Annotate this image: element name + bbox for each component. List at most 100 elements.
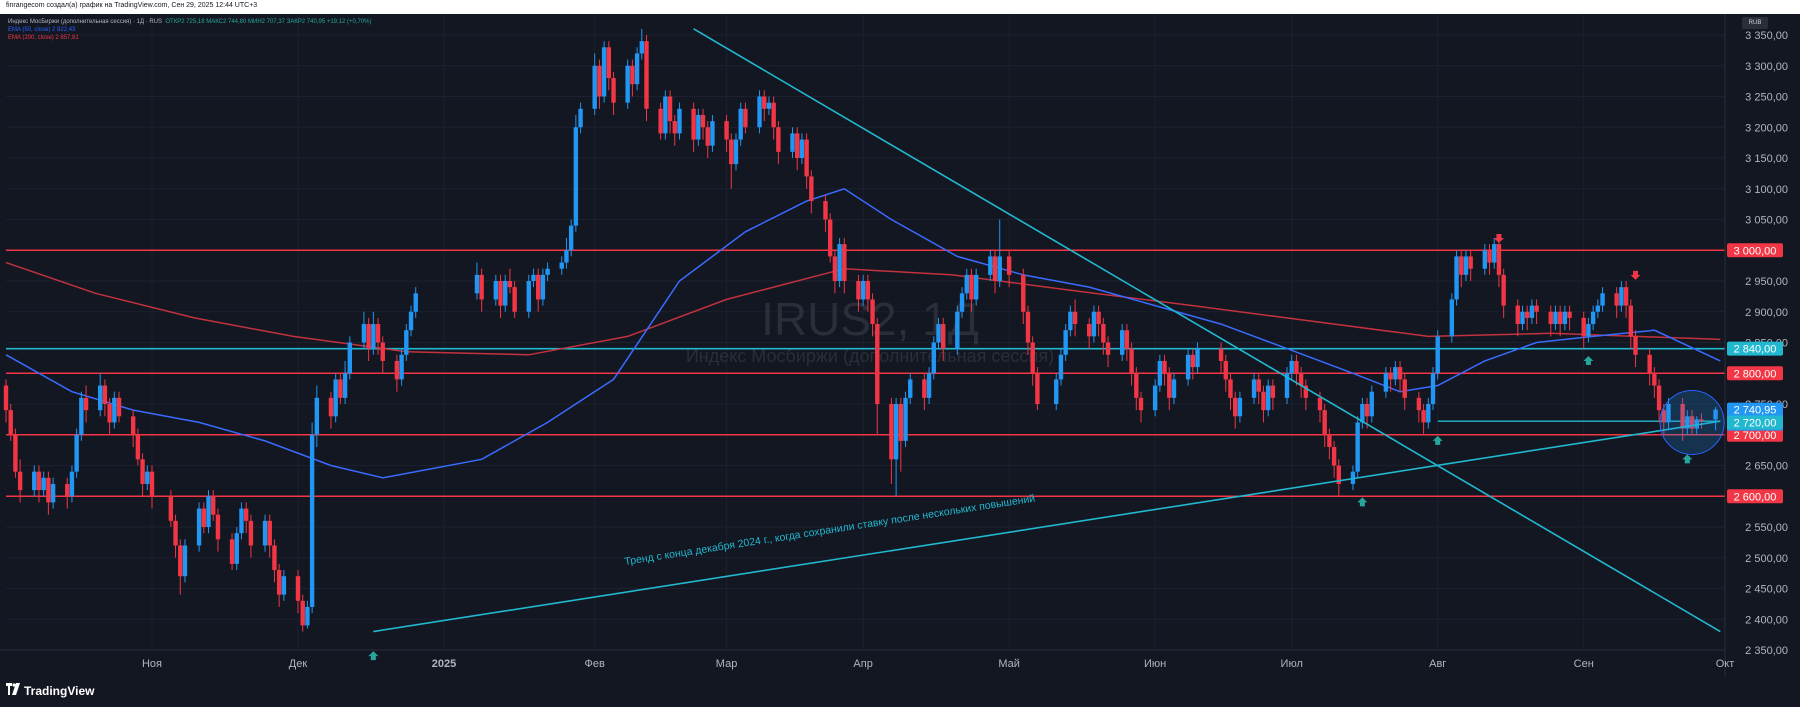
candle-up — [1237, 397, 1243, 417]
candle-down — [1303, 385, 1309, 398]
candle-down — [691, 108, 696, 140]
candle-down — [65, 483, 70, 497]
candle-up — [74, 434, 79, 472]
candle-up — [677, 108, 682, 134]
level-price-tag: 2 840,00 — [1734, 344, 1777, 356]
candle-up — [696, 114, 701, 140]
candle-up — [1383, 373, 1389, 392]
candle-down — [667, 96, 673, 122]
candle-down — [672, 121, 677, 134]
candle-up — [860, 281, 866, 300]
candle-up — [262, 520, 268, 546]
candle-down — [827, 219, 833, 257]
level-price-tag-bg — [1727, 366, 1783, 381]
y-tick-label: 3 050,00 — [1745, 215, 1788, 227]
buy-arrow-icon — [1432, 435, 1443, 445]
candle-down — [178, 545, 183, 577]
y-tick-label: 2 900,00 — [1745, 307, 1788, 319]
candle-down — [295, 576, 301, 601]
candle-up — [1562, 311, 1568, 325]
candle-down — [1124, 330, 1130, 349]
candle-up — [1355, 422, 1360, 472]
candle-down — [1416, 397, 1422, 411]
snapshot-caption: finrangecom создал(а) график на TradingV… — [6, 2, 258, 9]
candle-down — [1336, 465, 1342, 484]
candle-down — [1035, 373, 1040, 404]
candle-up — [1063, 330, 1068, 355]
candle-up — [1590, 311, 1596, 325]
x-tick-label: Дек — [289, 658, 308, 670]
candle-down — [116, 397, 122, 417]
candle-down — [107, 404, 112, 423]
buy-arrow-icon — [1357, 497, 1368, 507]
candle-down — [842, 244, 847, 281]
candle-down — [13, 434, 18, 472]
candle-down — [875, 324, 880, 404]
level-price-tag-bg — [1727, 427, 1783, 442]
candle-up — [1553, 311, 1558, 325]
candle-up — [903, 397, 908, 441]
currency-button[interactable]: RUB — [1742, 17, 1768, 29]
candle-down — [611, 78, 616, 103]
candle-up — [710, 121, 715, 146]
price-chart[interactable]: IRUS2, 1Д Индекс Мосбиржи (дополнительна… — [0, 0, 1800, 677]
legend-ema200[interactable]: EMA (200, close) 2 857,81 — [8, 35, 79, 41]
candle-down — [83, 397, 89, 411]
candle-up — [1091, 311, 1097, 337]
candle-up — [1435, 336, 1440, 374]
candle-down — [1652, 373, 1657, 386]
candle-down — [507, 281, 513, 288]
candle-down — [922, 379, 927, 398]
candle-up — [69, 471, 75, 497]
candle-down — [366, 324, 371, 349]
highlight-circle — [1659, 389, 1725, 455]
buy-arrow-icon — [368, 651, 379, 661]
x-tick-label: Окт — [1716, 658, 1735, 670]
ema50-line — [5, 187, 1721, 479]
candle-down — [865, 281, 871, 300]
candle-up — [413, 293, 418, 312]
candle-down — [498, 281, 503, 306]
buy-arrow-icon — [1682, 454, 1693, 464]
candle-up — [347, 342, 352, 374]
price-tag: 2 740,95 — [1734, 405, 1777, 417]
candle-down — [889, 404, 894, 460]
candle-up — [908, 379, 913, 398]
candle-up — [531, 274, 536, 281]
candle-up — [526, 281, 531, 312]
candle-down — [149, 471, 155, 497]
x-tick-label: Июл — [1281, 658, 1303, 670]
candle-up — [371, 324, 376, 349]
candle-up — [182, 545, 188, 577]
candle-up — [1360, 404, 1365, 423]
candle-down — [276, 570, 282, 595]
candle-down — [1190, 354, 1196, 368]
candle-up — [1058, 354, 1064, 380]
candle-up — [799, 139, 805, 158]
candle-up — [926, 373, 932, 398]
candle-down — [870, 299, 875, 325]
legend-ema50[interactable]: EMA (50, close) 2 822,43 — [8, 27, 76, 33]
candle-up — [234, 533, 239, 564]
candle-up — [1619, 287, 1624, 306]
candle-up — [399, 354, 404, 380]
candle-up — [663, 96, 668, 134]
candle-down — [1294, 360, 1299, 374]
candle-down — [102, 385, 108, 404]
candle-down — [394, 360, 400, 380]
candle-down — [140, 459, 145, 484]
level-price-tag-bg — [1727, 341, 1783, 356]
candle-down — [1298, 373, 1304, 386]
tradingview-brand: TradingView — [24, 684, 95, 698]
watermark-name: Индекс Мосбиржи (дополнительная сессия) — [686, 346, 1054, 366]
candle-up — [964, 274, 969, 294]
candle-down — [771, 102, 776, 128]
candle-down — [1021, 274, 1026, 312]
candle-down — [743, 108, 748, 128]
snapshot-header: finrangecom создал(а) график на TradingV… — [0, 0, 1800, 14]
candle-up — [50, 483, 56, 503]
candle-up — [314, 397, 320, 435]
candle-down — [832, 256, 838, 281]
candle-down — [375, 324, 381, 343]
x-tick-label: Мар — [716, 658, 738, 670]
